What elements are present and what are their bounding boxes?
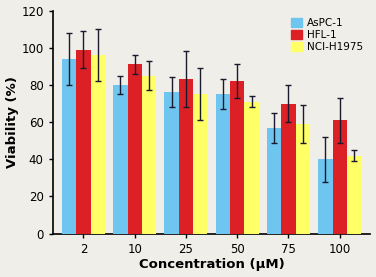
- Bar: [142, 76, 156, 234]
- Bar: [127, 65, 142, 234]
- Bar: [230, 81, 244, 234]
- Bar: [296, 124, 310, 234]
- Bar: [164, 92, 179, 234]
- Bar: [179, 79, 193, 234]
- Bar: [76, 50, 91, 234]
- Bar: [332, 120, 347, 234]
- Legend: AsPC-1, HFL-1, NCI-H1975: AsPC-1, HFL-1, NCI-H1975: [289, 16, 365, 54]
- Bar: [113, 85, 127, 234]
- Bar: [318, 159, 332, 234]
- Bar: [267, 128, 281, 234]
- Bar: [347, 156, 361, 234]
- Bar: [91, 55, 105, 234]
- Bar: [62, 59, 76, 234]
- X-axis label: Concentration (μM): Concentration (μM): [139, 258, 285, 271]
- Bar: [281, 104, 296, 234]
- Bar: [244, 102, 259, 234]
- Bar: [193, 94, 208, 234]
- Bar: [216, 94, 230, 234]
- Y-axis label: Viability (%): Viability (%): [6, 76, 18, 168]
